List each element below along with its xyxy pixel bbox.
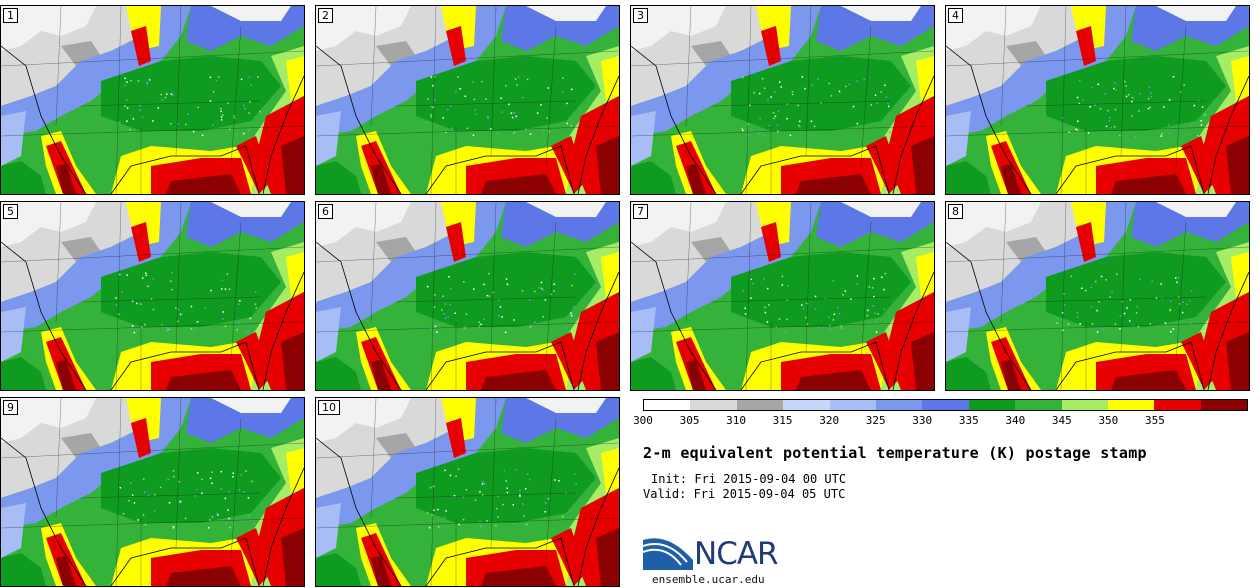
colorbar-tick-label: 310 [726,414,746,427]
map-panel: 2 [315,5,620,195]
map-panel: 9 [0,397,305,587]
colorbar-segment [736,400,784,410]
colorbar-segment [1061,400,1108,410]
theta-e-map [1,6,304,194]
panel-member-label: 8 [948,204,963,219]
colorbar-tick-label: 335 [958,414,979,427]
map-panel: 5 [0,201,305,391]
map-panel: 4 [945,5,1250,195]
colorbar-segment [922,400,969,410]
panel-member-label: 5 [3,204,18,219]
map-panel: 3 [630,5,935,195]
colorbar-segment [829,400,876,410]
theta-e-map [1,202,304,390]
theta-e-map [946,6,1249,194]
map-panel: 6 [315,201,620,391]
colorbar [643,399,1248,411]
init-time: Init: Fri 2015-09-04 00 UTC [651,472,847,486]
colorbar-segment [1200,400,1248,410]
colorbar-tick-label: 320 [819,414,840,427]
colorbar-segment [1015,400,1062,410]
colorbar-tick-label: 340 [1005,414,1026,427]
colorbar-tick-label: 355 [1144,414,1165,427]
panel-member-label: 1 [3,8,18,23]
colorbar-segment [690,400,737,410]
colorbar-tick-label: 315 [772,414,793,427]
colorbar-tick-label: 325 [865,414,886,427]
colorbar-segment [875,400,923,410]
colorbar-segment [783,400,830,410]
map-panel: 8 [945,201,1250,391]
colorbar-tick-label: 345 [1051,414,1072,427]
colorbar-tick-label: 305 [679,414,700,427]
colorbar-tick-label: 300 [633,414,653,427]
colorbar-segment [1107,400,1155,410]
colorbar-segment [968,400,1016,410]
figure-title: 2-m equivalent potential temperature (K)… [643,444,1147,462]
map-panel: 7 [630,201,935,391]
colorbar-segment [644,400,691,410]
theta-e-map [316,6,619,194]
colorbar-tick-label: 330 [912,414,933,427]
theta-e-map [946,202,1249,390]
theta-e-map [316,398,619,586]
map-panel: 1 [0,5,305,195]
theta-e-map [316,202,619,390]
ncar-logo-icon [643,538,693,570]
theta-e-map [1,398,304,586]
panel-member-label: 2 [318,8,333,23]
valid-time: Valid: Fri 2015-09-04 05 UTC [643,487,846,501]
colorbar-segment [1154,400,1201,410]
panel-member-label: 4 [948,8,963,23]
panel-member-label: 9 [3,400,18,415]
panel-member-label: 6 [318,204,333,219]
theta-e-map [631,202,934,390]
panel-member-label: 7 [633,204,648,219]
colorbar-tick-label: 350 [1098,414,1119,427]
panel-member-label: 10 [318,400,340,415]
map-panel: 10 [315,397,620,587]
ncar-logo-text: NCAR [694,536,779,572]
theta-e-map [631,6,934,194]
site-url: ensemble.ucar.edu [652,573,765,586]
panel-member-label: 3 [633,8,648,23]
